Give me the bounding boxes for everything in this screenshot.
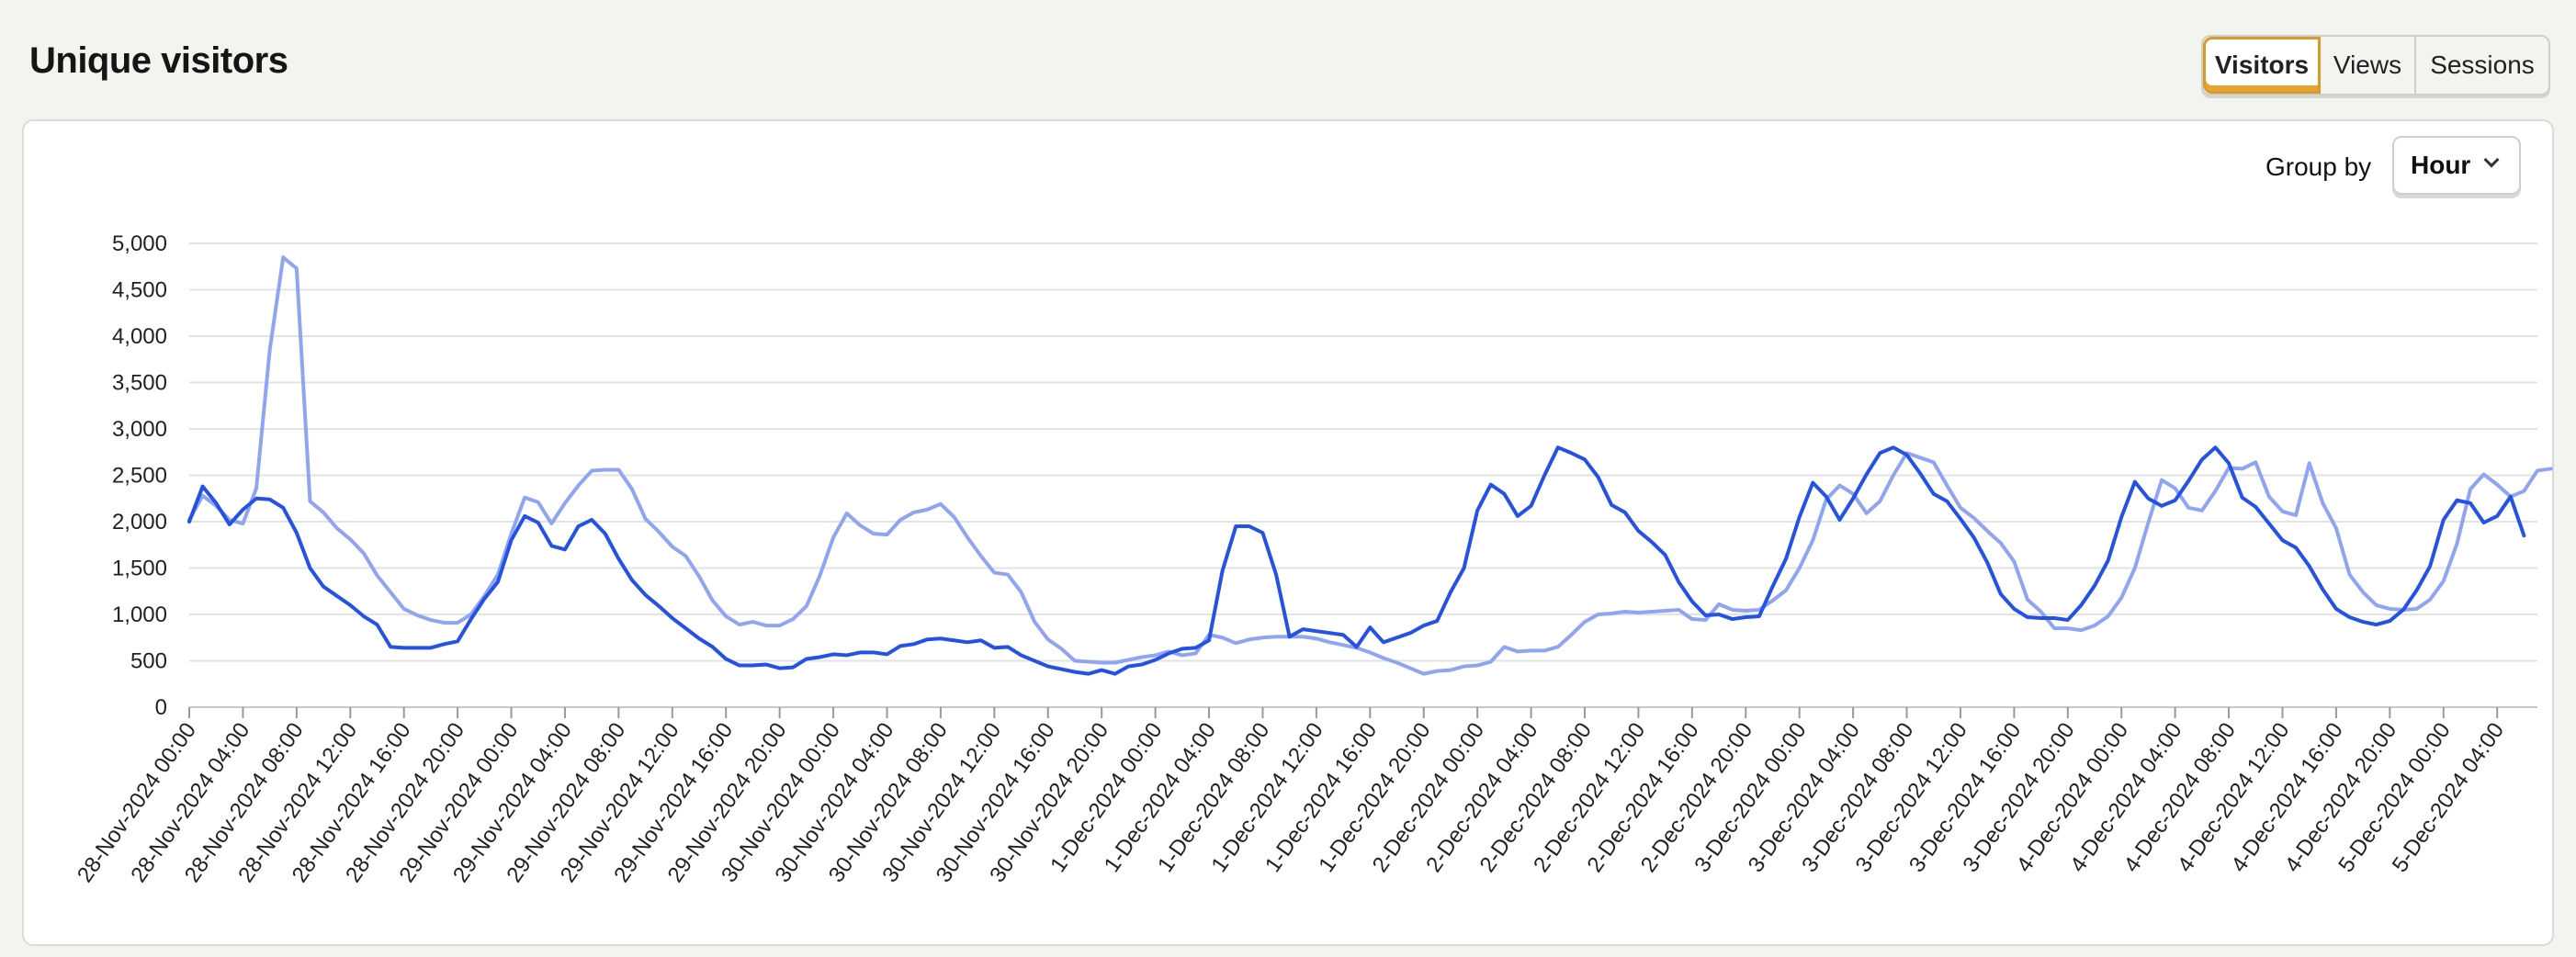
y-tick-label: 5,000 (112, 231, 167, 256)
y-tick-label: 4,500 (112, 278, 167, 303)
group-by-label: Group by (2265, 152, 2372, 181)
group-by-select[interactable]: Hour (2392, 136, 2521, 195)
y-tick-label: 3,500 (112, 371, 167, 396)
series-line-2 (187, 255, 2553, 676)
y-tick-label: 3,000 (112, 417, 167, 442)
y-tick-label: 0 (155, 695, 167, 720)
y-tick-label: 500 (130, 649, 167, 674)
y-tick-label: 2,500 (112, 464, 167, 489)
grid-lines (189, 242, 2537, 708)
chart-panel (22, 119, 2554, 946)
y-tick-label: 4,000 (112, 324, 167, 349)
tab-visitors[interactable]: Visitors (2203, 37, 2321, 94)
y-tick-label: 1,000 (112, 602, 167, 627)
metric-tabs: Visitors Views Sessions (2201, 35, 2550, 96)
series-line-1 (187, 445, 2526, 676)
tab-views[interactable]: Views (2321, 37, 2416, 94)
series-lines (187, 255, 2553, 676)
y-tick-label: 2,000 (112, 510, 167, 535)
group-by-value: Hour (2411, 151, 2471, 179)
page-title: Unique visitors (29, 40, 288, 81)
tab-sessions[interactable]: Sessions (2416, 37, 2548, 94)
y-axis-ticks: 0 500 1,000 1,500 2,000 2,500 3,000 3,500 4,000 4… (112, 231, 167, 720)
y-tick-label: 1,500 (112, 557, 167, 581)
